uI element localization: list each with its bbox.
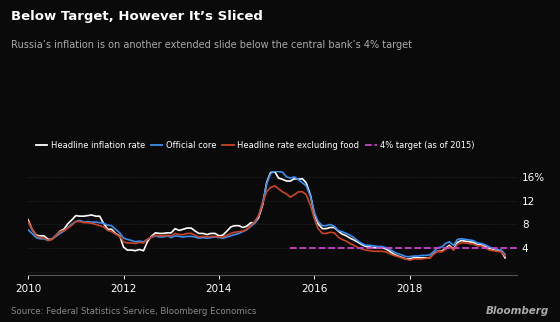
Text: Russia’s inflation is on another extended slide below the central bank’s 4% targ: Russia’s inflation is on another extende… — [11, 40, 412, 50]
Text: Source: Federal Statistics Service, Bloomberg Economics: Source: Federal Statistics Service, Bloo… — [11, 307, 256, 316]
Legend: Headline inflation rate, Official core, Headline rate excluding food, 4% target : Headline inflation rate, Official core, … — [32, 137, 478, 153]
Text: Below Target, However It’s Sliced: Below Target, However It’s Sliced — [11, 10, 263, 23]
Text: Bloomberg: Bloomberg — [486, 306, 549, 316]
